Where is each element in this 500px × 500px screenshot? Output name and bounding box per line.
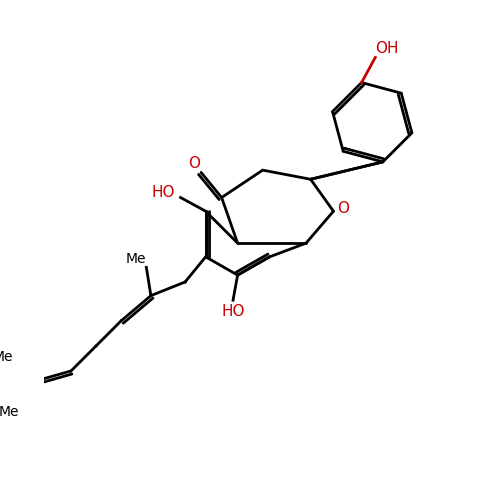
Text: HO: HO: [152, 184, 175, 200]
Text: O: O: [338, 202, 349, 216]
Text: Me: Me: [0, 405, 19, 419]
Text: Me: Me: [0, 350, 13, 364]
Text: Me: Me: [126, 252, 146, 266]
Text: O: O: [188, 156, 200, 171]
Text: OH: OH: [375, 41, 398, 56]
Text: HO: HO: [222, 304, 245, 319]
